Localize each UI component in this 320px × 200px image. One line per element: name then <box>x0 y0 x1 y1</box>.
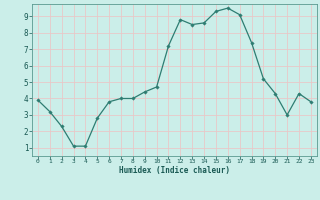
X-axis label: Humidex (Indice chaleur): Humidex (Indice chaleur) <box>119 166 230 175</box>
